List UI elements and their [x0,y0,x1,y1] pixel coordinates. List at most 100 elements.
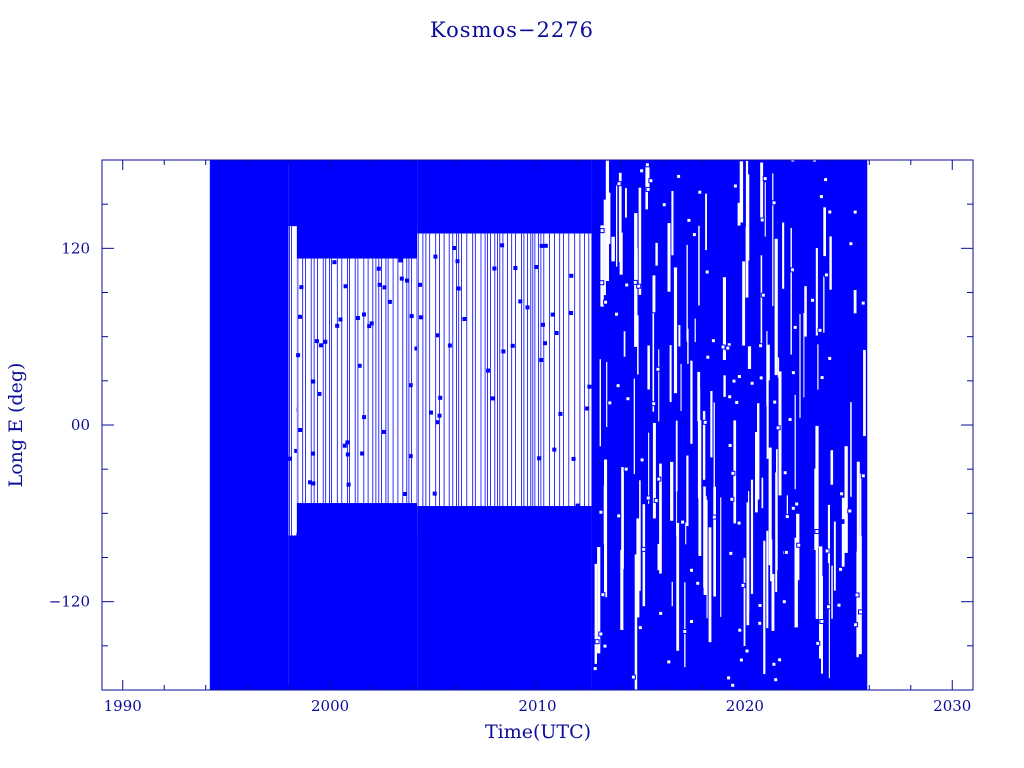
gap-line [782,222,785,289]
gap-line [606,361,608,427]
data-point [789,267,795,273]
data-point [438,395,443,400]
data-point [624,282,630,288]
data-point [490,396,495,401]
data-point [537,456,542,461]
gap-line [618,172,622,263]
data-point [710,338,716,344]
data-point [653,498,659,504]
gap-line [620,549,624,630]
gap-line [710,391,713,458]
gap-line [815,425,819,549]
data-point [729,496,735,502]
data-point [387,299,392,304]
gap-line [652,422,656,519]
data-point [817,327,823,333]
data-point [433,254,438,259]
data-point [775,425,781,431]
data-point [826,604,831,610]
band-top-1 [296,160,418,259]
gap-line [625,188,627,218]
data-point [539,358,544,362]
band-bottom-2 [417,505,592,690]
data-point [616,513,622,519]
band-gap-2 [417,233,592,506]
gap-line [669,345,672,403]
data-point [824,548,830,554]
data-point [437,413,442,418]
data-point [346,482,351,487]
gap-line [747,346,752,369]
data-point [599,280,605,286]
plot-area [209,160,868,690]
data-point [727,394,733,400]
data-point [771,200,777,206]
gap-line [671,191,674,256]
data-point [501,349,506,354]
x-tick-label: 2000 [311,697,349,715]
x-tick-label: 1990 [104,697,142,715]
data-point [552,447,557,452]
data-point [569,311,573,315]
data-point [695,580,701,586]
data-point [486,368,491,373]
data-point [543,243,548,248]
data-point [598,631,604,637]
data-point [758,343,764,349]
gap-line [639,480,641,591]
gap-line [690,360,693,444]
data-point [405,278,409,283]
data-point [644,162,650,168]
data-point [602,643,608,649]
data-point [814,529,820,534]
data-point [381,429,386,434]
gap-line [658,349,660,422]
data-point [732,183,738,189]
gap-line [605,160,609,281]
data-point [823,177,829,183]
data-point [594,639,600,645]
data-point [790,505,796,511]
gap-line [841,523,845,567]
data-point [630,674,636,680]
gap-line [706,499,708,619]
data-point [335,323,340,328]
data-point [639,168,645,174]
gap-line [772,173,774,307]
data-point [311,451,315,456]
data-point [403,492,407,496]
data-point [632,279,638,285]
data-point [296,353,301,358]
gap-line [594,563,597,664]
data-point [689,619,694,624]
gap-line [670,461,674,521]
gap-line [841,497,846,520]
gap-line [638,187,642,295]
data-point [636,283,642,289]
gap-line [766,344,770,381]
gap-line [790,227,792,355]
data-point [550,312,555,317]
gap-line [673,267,678,394]
gap-line [705,193,707,251]
data-point [625,396,631,402]
gap-line [775,472,778,593]
gap-line [652,275,656,313]
x-tick-label: 2030 [933,697,971,715]
data-point [759,217,765,223]
data-point [623,466,629,472]
data-point [682,629,688,634]
gap-line [815,482,819,619]
gap-line [745,160,749,243]
gap-line [823,276,825,333]
gap-line [676,523,680,651]
gap-line [750,479,754,594]
gap-line [830,450,834,485]
gap-line [657,543,661,571]
data-point [338,317,343,322]
data-point [455,259,460,264]
data-point [740,582,746,588]
data-point [345,440,350,445]
gap-line [603,199,606,296]
data-point [355,316,360,320]
